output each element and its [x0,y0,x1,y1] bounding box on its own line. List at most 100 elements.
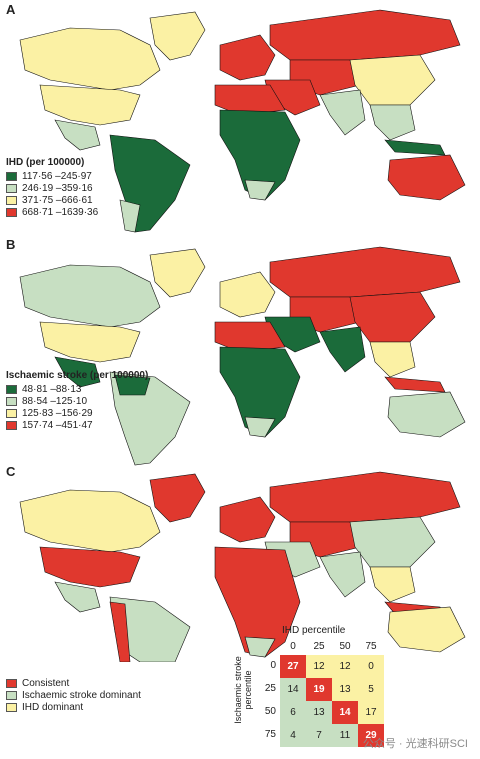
region-mexico [54,119,101,151]
region-greenland [149,473,206,523]
legend-row: Consistent [6,677,141,689]
region-europe [219,34,276,81]
panel-b-letter: B [6,237,16,252]
matrix-cell: 14 [280,678,306,701]
region-australia [387,154,466,201]
legend-label: 246·19 –359·16 [22,182,93,194]
matrix-col-label: 50 [339,641,351,652]
legend-label: Consistent [22,677,70,689]
matrix-row-label: 75 [264,729,276,740]
swatch-green [6,171,17,181]
region-southern-africa [244,636,276,658]
matrix-cell: 13 [332,678,358,701]
panel-a-letter: A [6,2,16,17]
legend-ihd: IHD (per 100000) 117·56 –245·97 246·19 –… [6,157,98,218]
legend-row: 125·83 –156·29 [6,407,148,419]
matrix-cell: 19 [306,678,332,701]
region-canada [19,489,161,553]
matrix-cell: 17 [358,701,384,724]
region-china [349,54,436,106]
legend-row: Ischaemic stroke dominant [6,689,141,701]
swatch-yellow [6,408,17,418]
swatch-red [6,420,17,430]
legend-row: IHD dominant [6,701,141,713]
region-australia [387,606,466,653]
swatch-yellow [6,702,17,712]
region-indonesia [384,376,446,393]
matrix-cell: 12 [332,655,358,678]
legend-label: 117·56 –245·97 [22,170,92,182]
matrix-cell: 6 [280,701,306,724]
swatch-light-green [6,396,17,406]
region-russia [269,246,461,298]
matrix-cell: 14 [332,701,358,724]
panel-c: C Consistent Ischaemic stroke dominant I… [0,462,480,759]
region-south-asia [319,551,366,598]
legend-row: 88·54 –125·10 [6,395,148,407]
legend-row: 371·75 –666·61 [6,194,98,206]
legend-row: 668·71 –1639·36 [6,206,98,218]
matrix-cell: 4 [280,724,306,747]
panel-c-letter: C [6,464,16,479]
legend-label: 88·54 –125·10 [22,395,88,407]
legend-row: 157·74 –451·47 [6,419,148,431]
region-russia [269,471,461,523]
legend-row: 117·56 –245·97 [6,170,98,182]
region-south-america-north [114,374,151,396]
region-usa [39,321,141,363]
matrix-cell: 12 [306,655,332,678]
legend-label: Ischaemic stroke dominant [22,689,141,701]
region-southern-cone [119,199,141,233]
region-canada [19,27,161,91]
legend-title: Ischaemic stroke (per 100000) [6,370,149,381]
watermark: 公众号 · 光速科研SCI [362,738,468,750]
legend-label: IHD dominant [22,701,84,713]
region-andes [109,601,131,662]
matrix-col-label: 25 [313,641,325,652]
region-southern-africa [244,179,276,201]
swatch-yellow [6,195,17,205]
matrix-row-label: 50 [264,706,276,717]
matrix-row-label: 0 [270,660,276,671]
region-europe [219,496,276,543]
matrix-cell: 27 [280,655,306,678]
region-usa [39,84,141,126]
region-russia [269,9,461,61]
matrix-cell: 29 [358,724,384,747]
matrix-cell: 5 [358,678,384,701]
matrix-cell: 7 [306,724,332,747]
region-south-asia [319,89,366,136]
region-china [349,291,436,343]
legend-label: 371·75 –666·61 [22,194,93,206]
region-australia [387,391,466,438]
legend-row: 246·19 –359·16 [6,182,98,194]
region-se-asia [369,104,416,141]
region-south-asia [319,326,366,373]
matrix-cell: 0 [358,655,384,678]
panel-b: B Ischaemic stroke (per 100000) 48·81 –8… [0,235,480,470]
panel-a: A IHD (per 100000) 117·56 –245·97 246·19… [0,0,480,245]
matrix-ylabel: Ischaemic stroke percentile [233,656,253,724]
map-ihd [19,9,466,233]
swatch-red [6,678,17,688]
region-canada [19,264,161,328]
swatch-light-green [6,183,17,193]
map-consistency [19,471,466,662]
matrix-row-label: 25 [264,683,276,694]
matrix-col-label: 0 [290,641,296,652]
region-south-america [109,134,191,233]
matrix-col-label: 75 [365,641,377,652]
legend-label: 668·71 –1639·36 [22,206,99,218]
region-indonesia [384,139,446,156]
percentile-matrix: IHD percentile Ischaemic stroke percenti… [220,625,384,755]
legend-label: 48·81 –88·13 [22,383,82,395]
legend-label: 157·74 –451·47 [22,419,93,431]
region-southern-africa [244,416,276,438]
legend-label: 125·83 –156·29 [22,407,93,419]
swatch-light-green [6,690,17,700]
legend-consistency: Consistent Ischaemic stroke dominant IHD… [6,677,141,713]
region-europe [219,271,276,318]
region-se-asia [369,566,416,603]
region-china [349,516,436,568]
matrix-cell: 11 [332,724,358,747]
